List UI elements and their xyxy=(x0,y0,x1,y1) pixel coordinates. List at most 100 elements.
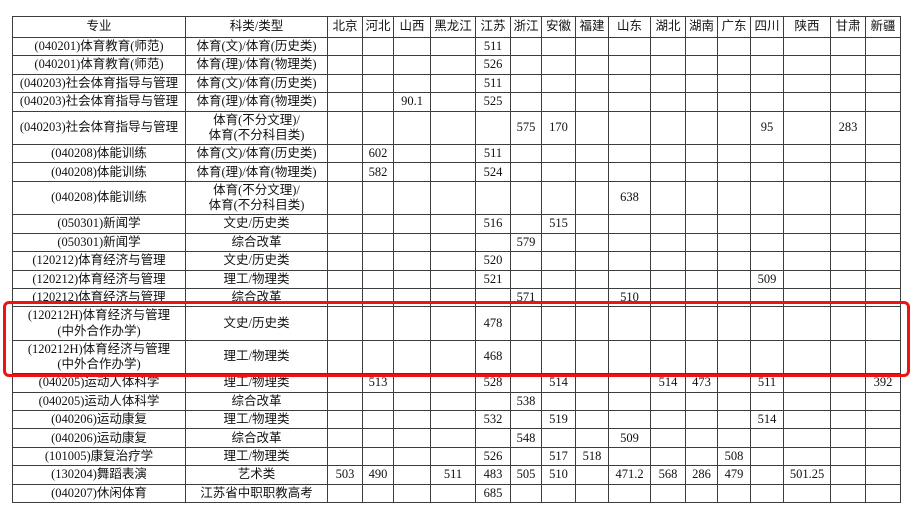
score-cell: 490 xyxy=(362,465,394,485)
score-cell xyxy=(510,36,542,57)
score-cell xyxy=(430,251,476,271)
score-cell xyxy=(830,73,866,94)
score-cell xyxy=(830,92,866,112)
score-cell xyxy=(430,339,476,375)
table-row: (101005)康复治疗学 理工/物理类 526 517 518 508 xyxy=(12,446,901,467)
score-cell xyxy=(430,214,476,234)
score-cell xyxy=(608,483,651,504)
score-cell xyxy=(717,110,751,146)
score-cell xyxy=(327,73,363,94)
score-cell xyxy=(750,428,784,448)
score-cell: 511 xyxy=(475,144,511,164)
major-cell: (120212H)体育经济与管理 (中外合作办学) xyxy=(12,306,186,341)
score-cell xyxy=(541,36,576,57)
major-cell: (040208)体能训练 xyxy=(12,180,186,216)
column-header-province: 新疆 xyxy=(865,16,901,38)
score-cell: 525 xyxy=(475,92,511,112)
score-cell xyxy=(650,232,686,253)
score-cell xyxy=(685,446,718,467)
score-cell xyxy=(541,339,576,375)
score-cell xyxy=(393,465,431,485)
score-cell xyxy=(475,287,511,308)
type-cell: 体育(理)/体育(物理类) xyxy=(185,55,328,75)
score-cell: 511 xyxy=(430,465,476,485)
score-cell xyxy=(783,306,831,341)
score-cell xyxy=(327,483,363,504)
score-cell xyxy=(865,306,901,341)
type-cell: 体育(文)/体育(历史类) xyxy=(185,36,328,57)
score-cell xyxy=(541,144,576,164)
score-cell xyxy=(430,36,476,57)
score-cell xyxy=(783,36,831,57)
score-cell: 518 xyxy=(575,446,609,467)
score-cell xyxy=(865,73,901,94)
score-cell xyxy=(783,428,831,448)
major-cell: (040203)社会体育指导与管理 xyxy=(12,73,186,94)
table-row: (040208)体能训练 体育(不分文理)/ 体育(不分科目类) 638 xyxy=(12,180,901,216)
score-cell xyxy=(362,232,394,253)
major-cell: (040208)体能训练 xyxy=(12,144,186,164)
score-cell xyxy=(830,162,866,182)
score-cell xyxy=(685,214,718,234)
score-cell xyxy=(717,410,751,430)
score-cell xyxy=(650,287,686,308)
score-cell xyxy=(393,428,431,448)
score-cell: 505 xyxy=(510,465,542,485)
score-cell xyxy=(650,36,686,57)
score-cell xyxy=(575,306,609,341)
score-cell xyxy=(783,287,831,308)
column-header-province: 安徽 xyxy=(541,16,576,38)
score-cell xyxy=(327,251,363,271)
score-cell xyxy=(430,55,476,75)
column-header-province: 福建 xyxy=(575,16,609,38)
score-cell: 514 xyxy=(541,373,576,393)
score-cell xyxy=(650,110,686,146)
score-cell xyxy=(830,483,866,504)
score-cell xyxy=(750,339,784,375)
major-cell: (040203)社会体育指导与管理 xyxy=(12,92,186,112)
table-row: (040201)体育教育(师范) 体育(文)/体育(历史类) 511 xyxy=(12,36,901,57)
score-cell xyxy=(608,446,651,467)
score-cell xyxy=(750,391,784,412)
score-cell xyxy=(750,55,784,75)
score-cell: 538 xyxy=(510,391,542,412)
score-cell xyxy=(327,287,363,308)
score-cell xyxy=(362,410,394,430)
score-cell xyxy=(650,269,686,289)
score-cell xyxy=(830,373,866,393)
table-row: (040203)社会体育指导与管理 体育(文)/体育(历史类) 511 xyxy=(12,73,901,94)
score-cell xyxy=(475,110,511,146)
score-cell xyxy=(783,73,831,94)
score-cell xyxy=(362,339,394,375)
score-cell xyxy=(717,92,751,112)
score-cell xyxy=(750,73,784,94)
major-cell: (120212)体育经济与管理 xyxy=(12,287,186,308)
score-cell: 392 xyxy=(865,373,901,393)
major-cell: (120212H)体育经济与管理 (中外合作办学) xyxy=(12,339,186,375)
score-cell xyxy=(510,339,542,375)
score-cell xyxy=(327,92,363,112)
column-header-type: 科类/类型 xyxy=(185,16,328,38)
score-cell xyxy=(685,36,718,57)
score-cell xyxy=(430,287,476,308)
column-header-province: 四川 xyxy=(750,16,784,38)
score-cell: 516 xyxy=(475,214,511,234)
score-cell xyxy=(717,162,751,182)
table-row: (040203)社会体育指导与管理 体育(不分文理)/ 体育(不分科目类) 575 1… xyxy=(12,110,901,146)
column-header-province: 山东 xyxy=(608,16,651,38)
score-cell xyxy=(362,73,394,94)
score-cell: 478 xyxy=(475,306,511,341)
major-cell: (040203)社会体育指导与管理 xyxy=(12,110,186,146)
score-cell xyxy=(865,483,901,504)
score-cell xyxy=(865,55,901,75)
score-cell xyxy=(865,180,901,216)
score-cell: 511 xyxy=(475,36,511,57)
score-cell xyxy=(717,232,751,253)
table-row: (040203)社会体育指导与管理 体育(理)/体育(物理类) 90.1 525 xyxy=(12,92,901,112)
table-row: (040205)运动人体科学 理工/物理类 513 528 514 514 473 511 39… xyxy=(12,373,901,393)
column-header-province: 浙江 xyxy=(510,16,542,38)
score-cell xyxy=(541,391,576,412)
table-row: (120212)体育经济与管理 理工/物理类 521 509 xyxy=(12,269,901,289)
type-cell: 理工/物理类 xyxy=(185,339,328,375)
type-cell: 体育(不分文理)/ 体育(不分科目类) xyxy=(185,180,328,216)
